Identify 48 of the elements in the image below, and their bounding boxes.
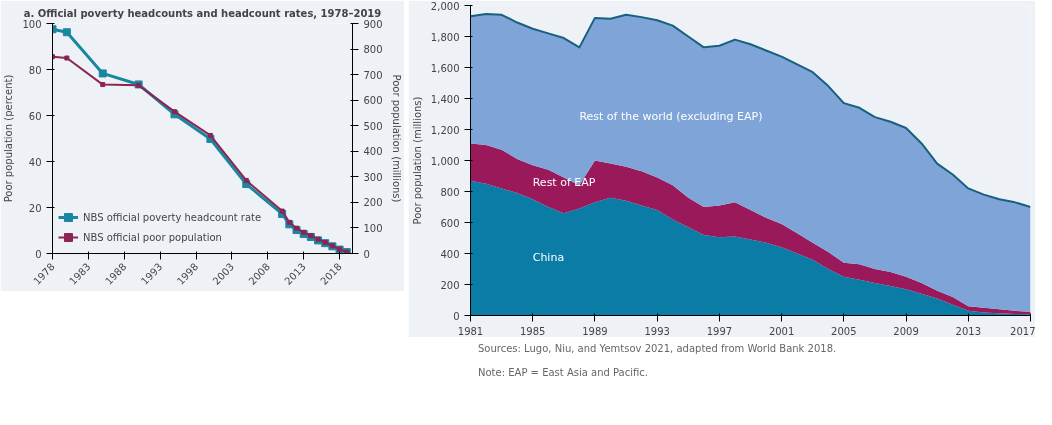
y2-tick-label: 800 bbox=[363, 44, 383, 56]
x-tick-label: 2005 bbox=[831, 325, 857, 337]
x-tick-label: 1997 bbox=[706, 325, 733, 337]
y-tick-label: 80 bbox=[28, 64, 42, 76]
y2-axis-title: Poor population (millions) bbox=[390, 74, 402, 203]
x-tick-label: 1993 bbox=[644, 325, 670, 337]
x-tick-label: 1981 bbox=[457, 325, 484, 337]
y-axis-title: Poor population (percent) bbox=[3, 74, 15, 203]
x-tick-label: 2013 bbox=[955, 325, 982, 337]
y-tick-label: 100 bbox=[22, 18, 42, 30]
y2-tick-label: 0 bbox=[363, 248, 370, 260]
series-label: China bbox=[532, 250, 565, 264]
y-tick-label: 2,000 bbox=[430, 0, 460, 12]
y-tick-label: 1,600 bbox=[430, 62, 460, 74]
legend-label: NBS official poor population bbox=[83, 231, 222, 243]
y-tick-label: 600 bbox=[440, 217, 460, 229]
y2-tick-label: 700 bbox=[363, 69, 383, 81]
series-label: Rest of EAP bbox=[532, 175, 596, 189]
y-tick-label: 1,200 bbox=[430, 124, 460, 136]
x-tick-label: 1989 bbox=[582, 325, 608, 337]
y-axis-title: Poor population (millions) bbox=[411, 96, 423, 225]
chart-title: a. Official poverty headcounts and headcount rates, 1978–2019 bbox=[23, 7, 382, 19]
x-tick-label: 2017 bbox=[1010, 325, 1036, 337]
y2-tick-label: 300 bbox=[363, 171, 383, 183]
y2-tick-label: 500 bbox=[363, 120, 383, 132]
y-tick-label: 400 bbox=[440, 248, 460, 260]
y-tick-label: 800 bbox=[440, 186, 460, 198]
y-tick-label: 20 bbox=[28, 202, 42, 214]
legend-label: NBS official poverty headcount rate bbox=[83, 211, 262, 223]
x-tick-label: 1985 bbox=[520, 325, 546, 337]
y-tick-label: 0 bbox=[453, 310, 460, 322]
y-tick-label: 60 bbox=[28, 110, 42, 122]
y2-tick-label: 200 bbox=[363, 197, 383, 209]
y-tick-label: 200 bbox=[440, 279, 460, 291]
y-tick-label: 0 bbox=[35, 248, 42, 260]
y2-tick-label: 600 bbox=[363, 95, 383, 107]
y2-tick-label: 400 bbox=[363, 146, 383, 158]
series-label: Rest of the world (excluding EAP) bbox=[579, 109, 763, 123]
y-tick-label: 1,400 bbox=[430, 93, 460, 105]
text: Note: EAP = East Asia and Pacific. bbox=[478, 366, 648, 380]
y-tick-label: 40 bbox=[28, 156, 42, 168]
y2-tick-label: 100 bbox=[363, 222, 383, 234]
y2-tick-label: 900 bbox=[363, 18, 383, 30]
x-tick-label: 2009 bbox=[893, 325, 919, 337]
y-tick-label: 1,800 bbox=[430, 31, 460, 43]
y-tick-label: 1,000 bbox=[430, 155, 460, 167]
source-note: Sources: Lugo, Niu, and Yemtsov 2021, adapted from World Bank 2018. bbox=[478, 342, 837, 356]
x-tick-label: 2001 bbox=[768, 325, 795, 337]
